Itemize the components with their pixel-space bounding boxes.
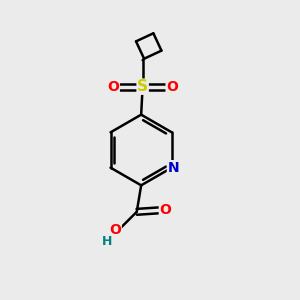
Text: O: O bbox=[159, 203, 171, 218]
Text: O: O bbox=[166, 80, 178, 94]
Text: H: H bbox=[102, 235, 112, 248]
Text: S: S bbox=[137, 79, 148, 94]
Text: O: O bbox=[109, 223, 121, 236]
Text: N: N bbox=[167, 161, 179, 175]
Text: O: O bbox=[107, 80, 119, 94]
